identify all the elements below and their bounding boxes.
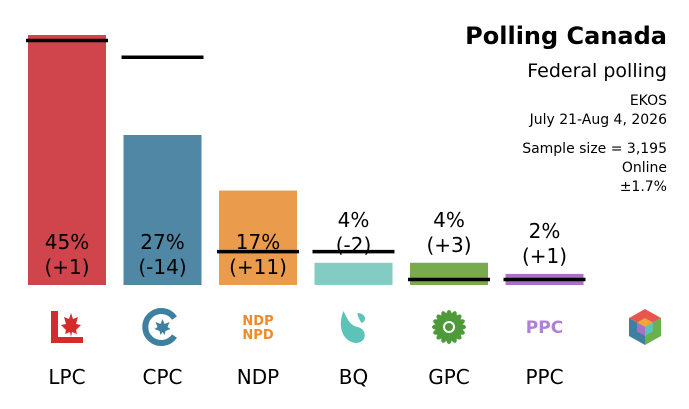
value-label-bq: 4% bbox=[338, 208, 370, 232]
change-label-ndp: (+11) bbox=[229, 255, 287, 279]
svg-text:NDP: NDP bbox=[242, 314, 273, 329]
value-label-lpc: 45% bbox=[45, 230, 89, 254]
value-label-ndp: 17% bbox=[236, 230, 280, 254]
category-label-bq: BQ bbox=[339, 365, 368, 389]
value-label-gpc: 4% bbox=[433, 208, 465, 232]
category-label-lpc: LPC bbox=[48, 365, 85, 389]
poll-dates: July 21-Aug 4, 2026 bbox=[529, 112, 667, 128]
value-label-cpc: 27% bbox=[140, 230, 184, 254]
bar-lpc bbox=[28, 35, 106, 285]
lpc-logo-icon bbox=[51, 311, 83, 343]
bar-cpc bbox=[123, 135, 202, 285]
svg-text:NPD: NPD bbox=[242, 328, 273, 343]
change-label-lpc: (+1) bbox=[44, 255, 89, 279]
category-label-ppc: PPC bbox=[525, 365, 563, 389]
pollster-label: EKOS bbox=[629, 93, 667, 109]
svg-text:PPC: PPC bbox=[526, 318, 563, 338]
category-label-ndp: NDP bbox=[237, 365, 279, 389]
margin-of-error: ±1.7% bbox=[619, 179, 667, 195]
change-label-ppc: (+1) bbox=[522, 244, 567, 268]
bar-ndp bbox=[219, 190, 297, 285]
bq-logo-icon bbox=[340, 311, 365, 343]
sample-size: Sample size = 3,195 bbox=[522, 141, 667, 157]
bar-bq bbox=[314, 262, 393, 285]
chart-subtitle: Federal polling bbox=[527, 60, 667, 82]
change-label-bq: (-2) bbox=[336, 233, 372, 257]
other-parties-icon bbox=[629, 309, 661, 345]
change-label-gpc: (+3) bbox=[426, 233, 471, 257]
category-label-cpc: CPC bbox=[143, 365, 183, 389]
poll-mode: Online bbox=[621, 160, 667, 176]
value-label-ppc: 2% bbox=[529, 219, 561, 243]
chart-title: Polling Canada bbox=[465, 22, 667, 50]
category-labels-group: LPC CPC NDP BQ GPC PPC bbox=[48, 365, 563, 389]
bar-gpc bbox=[410, 262, 488, 285]
change-label-cpc: (-14) bbox=[138, 255, 186, 279]
ppc-logo-icon: PPC bbox=[526, 318, 563, 338]
gpc-logo-icon bbox=[432, 310, 466, 344]
value-labels-group: 45%(+1)27%(-14)17%(+11)4%(-2)4%(+3)2%(+1… bbox=[44, 208, 567, 279]
bars-group bbox=[26, 35, 586, 285]
category-label-gpc: GPC bbox=[428, 365, 470, 389]
cpc-logo-icon bbox=[142, 308, 177, 346]
